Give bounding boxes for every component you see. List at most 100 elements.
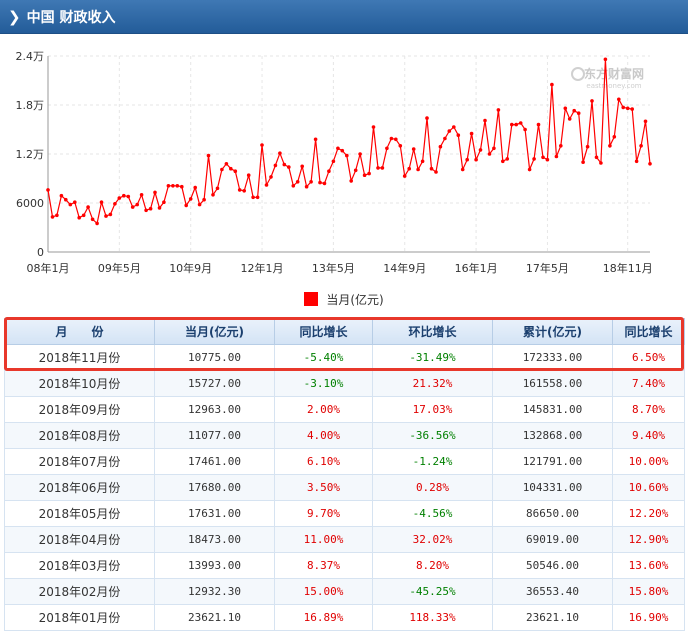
data-point bbox=[487, 152, 492, 156]
cell-mom: -31.49% bbox=[372, 344, 493, 371]
x-tick-label: 09年5月 bbox=[98, 261, 141, 275]
chevron-right-icon: ❯ bbox=[8, 7, 21, 26]
watermark-url: eastmoney.com bbox=[586, 82, 641, 90]
cell-current: 23621.10 bbox=[154, 604, 275, 631]
data-point bbox=[139, 193, 144, 197]
data-point bbox=[559, 144, 563, 148]
watermark-brand: 东方财富网 bbox=[584, 66, 644, 81]
cell-yoy: 3.50% bbox=[274, 474, 373, 501]
data-point bbox=[603, 57, 608, 62]
data-point bbox=[478, 148, 483, 152]
column-header-month[interactable]: 月 份 bbox=[4, 318, 155, 345]
table-row[interactable]: 2018年06月份 17680.00 3.50% 0.28% 104331.00 10.6… bbox=[4, 474, 685, 501]
chart-legend[interactable]: 当月(亿元) bbox=[0, 290, 688, 308]
cell-current: 13993.00 bbox=[154, 552, 275, 579]
x-tick-label: 13年5月 bbox=[312, 261, 355, 275]
table-row[interactable]: 2018年11月份 10775.00 -5.40% -31.49% 172333.00 6… bbox=[4, 344, 685, 371]
data-point bbox=[264, 183, 269, 187]
data-point bbox=[634, 159, 639, 164]
data-point bbox=[175, 184, 180, 188]
data-point bbox=[429, 166, 434, 171]
cell-current: 12932.30 bbox=[154, 578, 275, 605]
cell-cum-yoy: 13.60% bbox=[612, 552, 685, 579]
y-tick-label: 6000 bbox=[16, 197, 44, 210]
cell-cumulative: 145831.00 bbox=[492, 396, 613, 423]
table-row[interactable]: 2018年08月份 11077.00 4.00% -36.56% 132868.00 9.… bbox=[4, 422, 685, 449]
data-point bbox=[113, 202, 117, 206]
table-row[interactable]: 2018年07月份 17461.00 6.10% -1.24% 121791.00 10.… bbox=[4, 448, 685, 475]
table-row[interactable]: 2018年03月份 13993.00 8.37% 8.20% 50546.00 13.60… bbox=[4, 552, 685, 579]
series-line bbox=[47, 59, 651, 225]
cell-month: 2018年08月份 bbox=[4, 422, 155, 449]
cell-mom: 118.33% bbox=[372, 604, 493, 631]
cell-cum-yoy: 10.60% bbox=[612, 474, 685, 501]
cell-cumulative: 172333.00 bbox=[492, 344, 613, 371]
cell-mom: 32.02% bbox=[372, 526, 493, 553]
column-header-cum-yoy[interactable]: 同比增长 bbox=[612, 318, 685, 345]
cell-cumulative: 86650.00 bbox=[492, 500, 613, 527]
data-point bbox=[402, 174, 407, 178]
data-point bbox=[50, 215, 55, 219]
table-row[interactable]: 2018年10月份 15727.00 -3.10% 21.32% 161558.00 7.… bbox=[4, 370, 685, 397]
revenue-table: 月 份 当月(亿元) 同比增长 环比增长 累计(亿元) 同比增长 2018年11… bbox=[4, 318, 685, 631]
data-point bbox=[643, 119, 648, 124]
data-point bbox=[420, 159, 425, 164]
cell-cumulative: 23621.10 bbox=[492, 604, 613, 631]
data-point bbox=[545, 157, 550, 162]
cell-mom: -45.25% bbox=[372, 578, 493, 605]
table-row[interactable]: 2018年09月份 12963.00 2.00% 17.03% 145831.00 8.7… bbox=[4, 396, 685, 423]
column-header-yoy[interactable]: 同比增长 bbox=[274, 318, 373, 345]
cell-cumulative: 36553.40 bbox=[492, 578, 613, 605]
cell-mom: 21.32% bbox=[372, 370, 493, 397]
data-point bbox=[625, 106, 630, 111]
data-point bbox=[77, 215, 81, 220]
data-point bbox=[202, 197, 206, 202]
cell-current: 17461.00 bbox=[154, 448, 275, 475]
data-point bbox=[581, 160, 585, 164]
cell-yoy: -3.10% bbox=[274, 370, 373, 397]
data-point bbox=[180, 184, 184, 189]
column-header-mom[interactable]: 环比增长 bbox=[372, 318, 493, 345]
data-point bbox=[90, 217, 95, 222]
x-tick-label: 10年9月 bbox=[169, 261, 212, 275]
data-point bbox=[550, 82, 554, 87]
data-point bbox=[501, 159, 505, 164]
data-point bbox=[376, 166, 380, 170]
data-point bbox=[162, 200, 166, 204]
data-point bbox=[612, 135, 617, 139]
cell-current: 17631.00 bbox=[154, 500, 275, 527]
data-point bbox=[211, 193, 215, 197]
table-row[interactable]: 2018年02月份 12932.30 15.00% -45.25% 36553.40 15… bbox=[4, 578, 685, 605]
table-row[interactable]: 2018年01月份 23621.10 16.89% 118.33% 23621.10 16… bbox=[4, 604, 685, 631]
data-point bbox=[148, 206, 153, 211]
data-point bbox=[358, 152, 362, 156]
data-point bbox=[411, 147, 416, 151]
data-point bbox=[229, 166, 233, 171]
legend-label: 当月(亿元) bbox=[326, 292, 384, 307]
data-point bbox=[532, 157, 536, 161]
data-point bbox=[242, 189, 246, 193]
data-point bbox=[460, 167, 465, 172]
column-header-cumulative[interactable]: 累计(亿元) bbox=[492, 318, 613, 345]
data-point bbox=[648, 162, 652, 166]
data-point bbox=[523, 127, 527, 132]
cell-mom: -1.24% bbox=[372, 448, 493, 475]
data-point bbox=[117, 196, 122, 200]
data-point bbox=[585, 144, 590, 149]
cell-current: 15727.00 bbox=[154, 370, 275, 397]
data-point bbox=[416, 167, 420, 172]
data-point bbox=[246, 173, 251, 177]
table-row[interactable]: 2018年04月份 18473.00 11.00% 32.02% 69019.00 12.… bbox=[4, 526, 685, 553]
cell-month: 2018年05月份 bbox=[4, 500, 155, 527]
data-point bbox=[318, 180, 322, 185]
data-point bbox=[371, 125, 376, 129]
data-point bbox=[215, 186, 220, 191]
data-point bbox=[188, 197, 193, 201]
data-point bbox=[599, 161, 603, 165]
table-header-row: 月 份 当月(亿元) 同比增长 环比增长 累计(亿元) 同比增长 bbox=[4, 318, 685, 345]
data-point bbox=[287, 165, 291, 169]
column-header-current[interactable]: 当月(亿元) bbox=[154, 318, 275, 345]
x-tick-label: 12年1月 bbox=[241, 261, 284, 275]
table-row[interactable]: 2018年05月份 17631.00 9.70% -4.56% 86650.00 12.2… bbox=[4, 500, 685, 527]
data-point bbox=[193, 185, 197, 190]
